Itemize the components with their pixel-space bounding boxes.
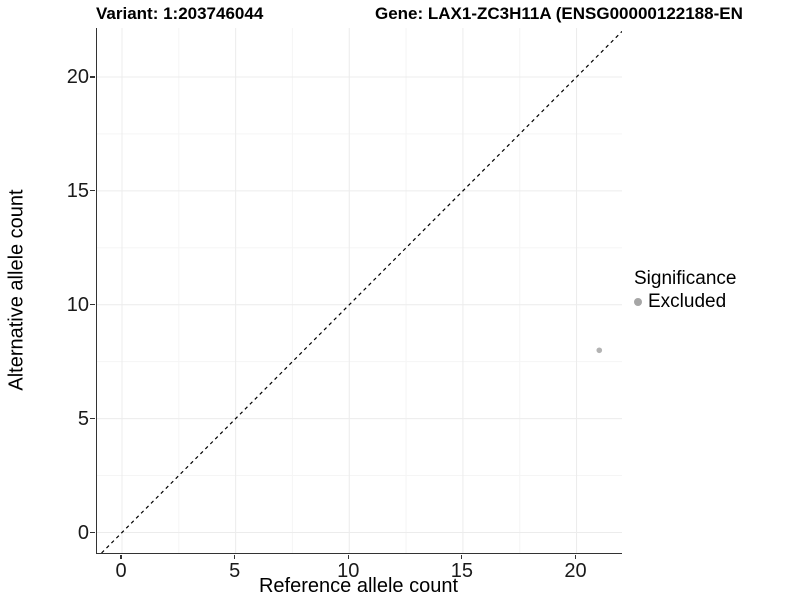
y-tick-label: 20 (66, 65, 89, 88)
legend-item-excluded: Excluded (634, 291, 736, 313)
identity-line (101, 30, 622, 553)
variant-title: Variant: 1:203746044 (96, 4, 264, 23)
y-tick-label: 5 (77, 407, 89, 430)
y-tick-mark (90, 304, 95, 306)
y-tick-mark (90, 531, 95, 534)
legend-title: Significance (634, 268, 737, 289)
plot-panel (96, 28, 622, 554)
y-tick-mark (90, 76, 95, 78)
x-tick-mark (461, 554, 463, 559)
x-tick-label: 20 (564, 560, 587, 582)
legend: Significance Excluded (634, 268, 736, 313)
x-tick-label: 15 (450, 560, 474, 582)
y-tick-label: 15 (66, 179, 89, 202)
y-tick-label: 0 (77, 521, 89, 544)
legend-point-icon (634, 298, 642, 306)
y-tick-mark (90, 418, 95, 420)
x-tick-mark (574, 554, 577, 559)
x-tick-label: 5 (229, 560, 241, 582)
y-tick-label: 10 (66, 293, 89, 316)
x-tick-mark (120, 554, 122, 559)
x-tick-label: 0 (115, 560, 127, 582)
x-tick-mark (234, 554, 236, 559)
plot-area-svg (97, 28, 622, 553)
y-axis-title: Alternative allele count (5, 189, 28, 391)
x-axis-title: Reference allele count (258, 575, 458, 597)
gene-title: Gene: LAX1-ZC3H11A (ENSG00000122188-EN (375, 4, 743, 23)
x-tick-label: 10 (337, 560, 360, 582)
x-tick-mark (347, 554, 349, 559)
data-point (596, 347, 603, 354)
y-tick-mark (90, 190, 95, 192)
legend-item-label: Excluded (648, 291, 727, 312)
